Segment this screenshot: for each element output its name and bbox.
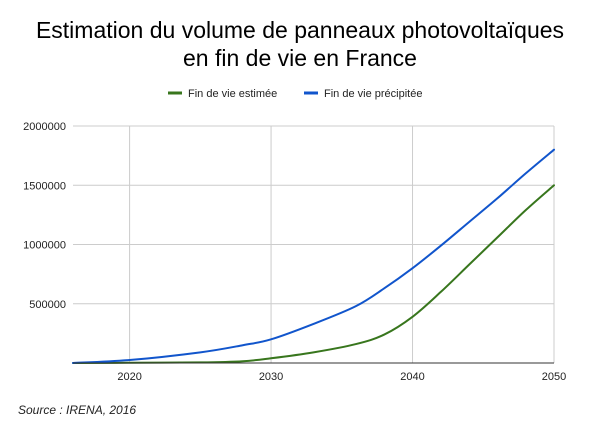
- x-tick-label: 2050: [542, 371, 566, 383]
- y-tick-label: 2000000: [23, 121, 66, 133]
- series-line-estimee: [72, 184, 555, 364]
- x-tick-label: 2040: [400, 371, 424, 383]
- y-tick-label: 1000000: [23, 240, 66, 252]
- chart-title-line-1: Estimation du volume de panneaux photovo…: [36, 17, 564, 43]
- y-tick-label: 1500000: [23, 180, 66, 192]
- legend-label-estimee: Fin de vie estimée: [188, 88, 277, 100]
- x-tick-label: 2030: [259, 371, 283, 383]
- axis-ticks: 500000 1000000 1500000 2000000 2020 2030 2040 2…: [23, 121, 566, 383]
- series-line-precipitee: [72, 148, 555, 364]
- chart-title-line-2: en fin de vie en France: [183, 45, 417, 71]
- grid: [73, 125, 555, 363]
- x-tick-label: 2020: [117, 371, 141, 383]
- legend: Fin de vie estimée Fin de vie précipitée: [168, 88, 422, 100]
- series-lines: [72, 148, 555, 364]
- source-note: Source : IRENA, 2016: [18, 403, 136, 417]
- legend-label-precipitee: Fin de vie précipitée: [324, 88, 422, 100]
- y-tick-label: 500000: [29, 299, 66, 311]
